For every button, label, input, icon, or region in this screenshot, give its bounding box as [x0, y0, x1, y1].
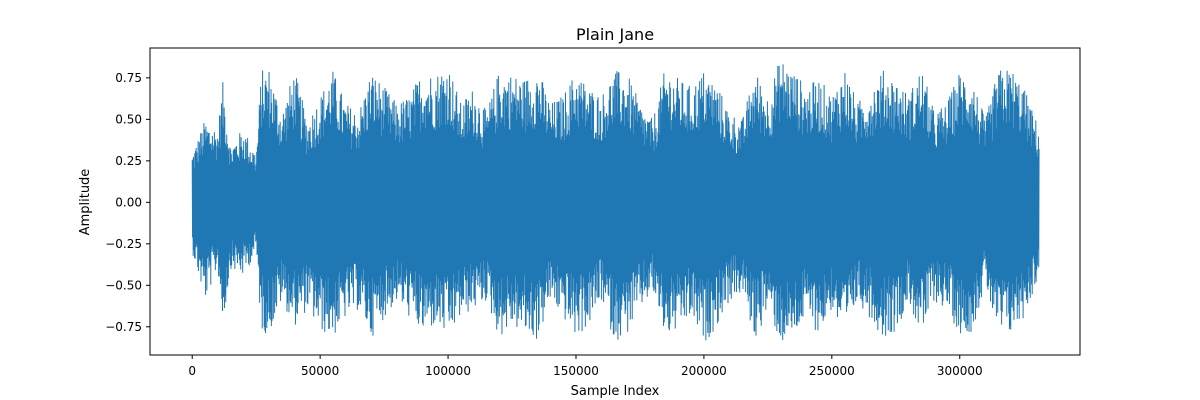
x-tick-label: 200000 [681, 364, 727, 378]
x-tick-label: 100000 [425, 364, 471, 378]
x-tick-label: 300000 [937, 364, 983, 378]
y-tick-label: −0.25 [105, 237, 142, 251]
axes-frame [149, 47, 1081, 356]
y-tick-label: 0.75 [115, 71, 142, 85]
y-tick-label: 0.25 [115, 154, 142, 168]
x-tick-label: 250000 [809, 364, 855, 378]
x-tick-label: 50000 [301, 364, 339, 378]
x-axis-label: Sample Index [571, 384, 660, 399]
x-tick-label: 0 [188, 364, 196, 378]
y-tick-label: 0.00 [115, 195, 142, 209]
chart-title: Plain Jane [576, 25, 654, 44]
x-axis-ticks: 0 50000 100000 150000 200000 250000 300000 [188, 355, 983, 378]
y-tick-label: −0.75 [105, 320, 142, 334]
waveform-series [191, 64, 1040, 341]
y-tick-label: 0.50 [115, 112, 142, 126]
y-tick-label: −0.50 [105, 278, 142, 292]
y-axis-ticks: 0.75 0.50 0.25 0.00 −0.25 −0.50 −0.75 [105, 71, 150, 334]
x-tick-label: 150000 [553, 364, 599, 378]
plot-area [191, 64, 1040, 341]
y-axis-label: Amplitude [78, 169, 93, 236]
